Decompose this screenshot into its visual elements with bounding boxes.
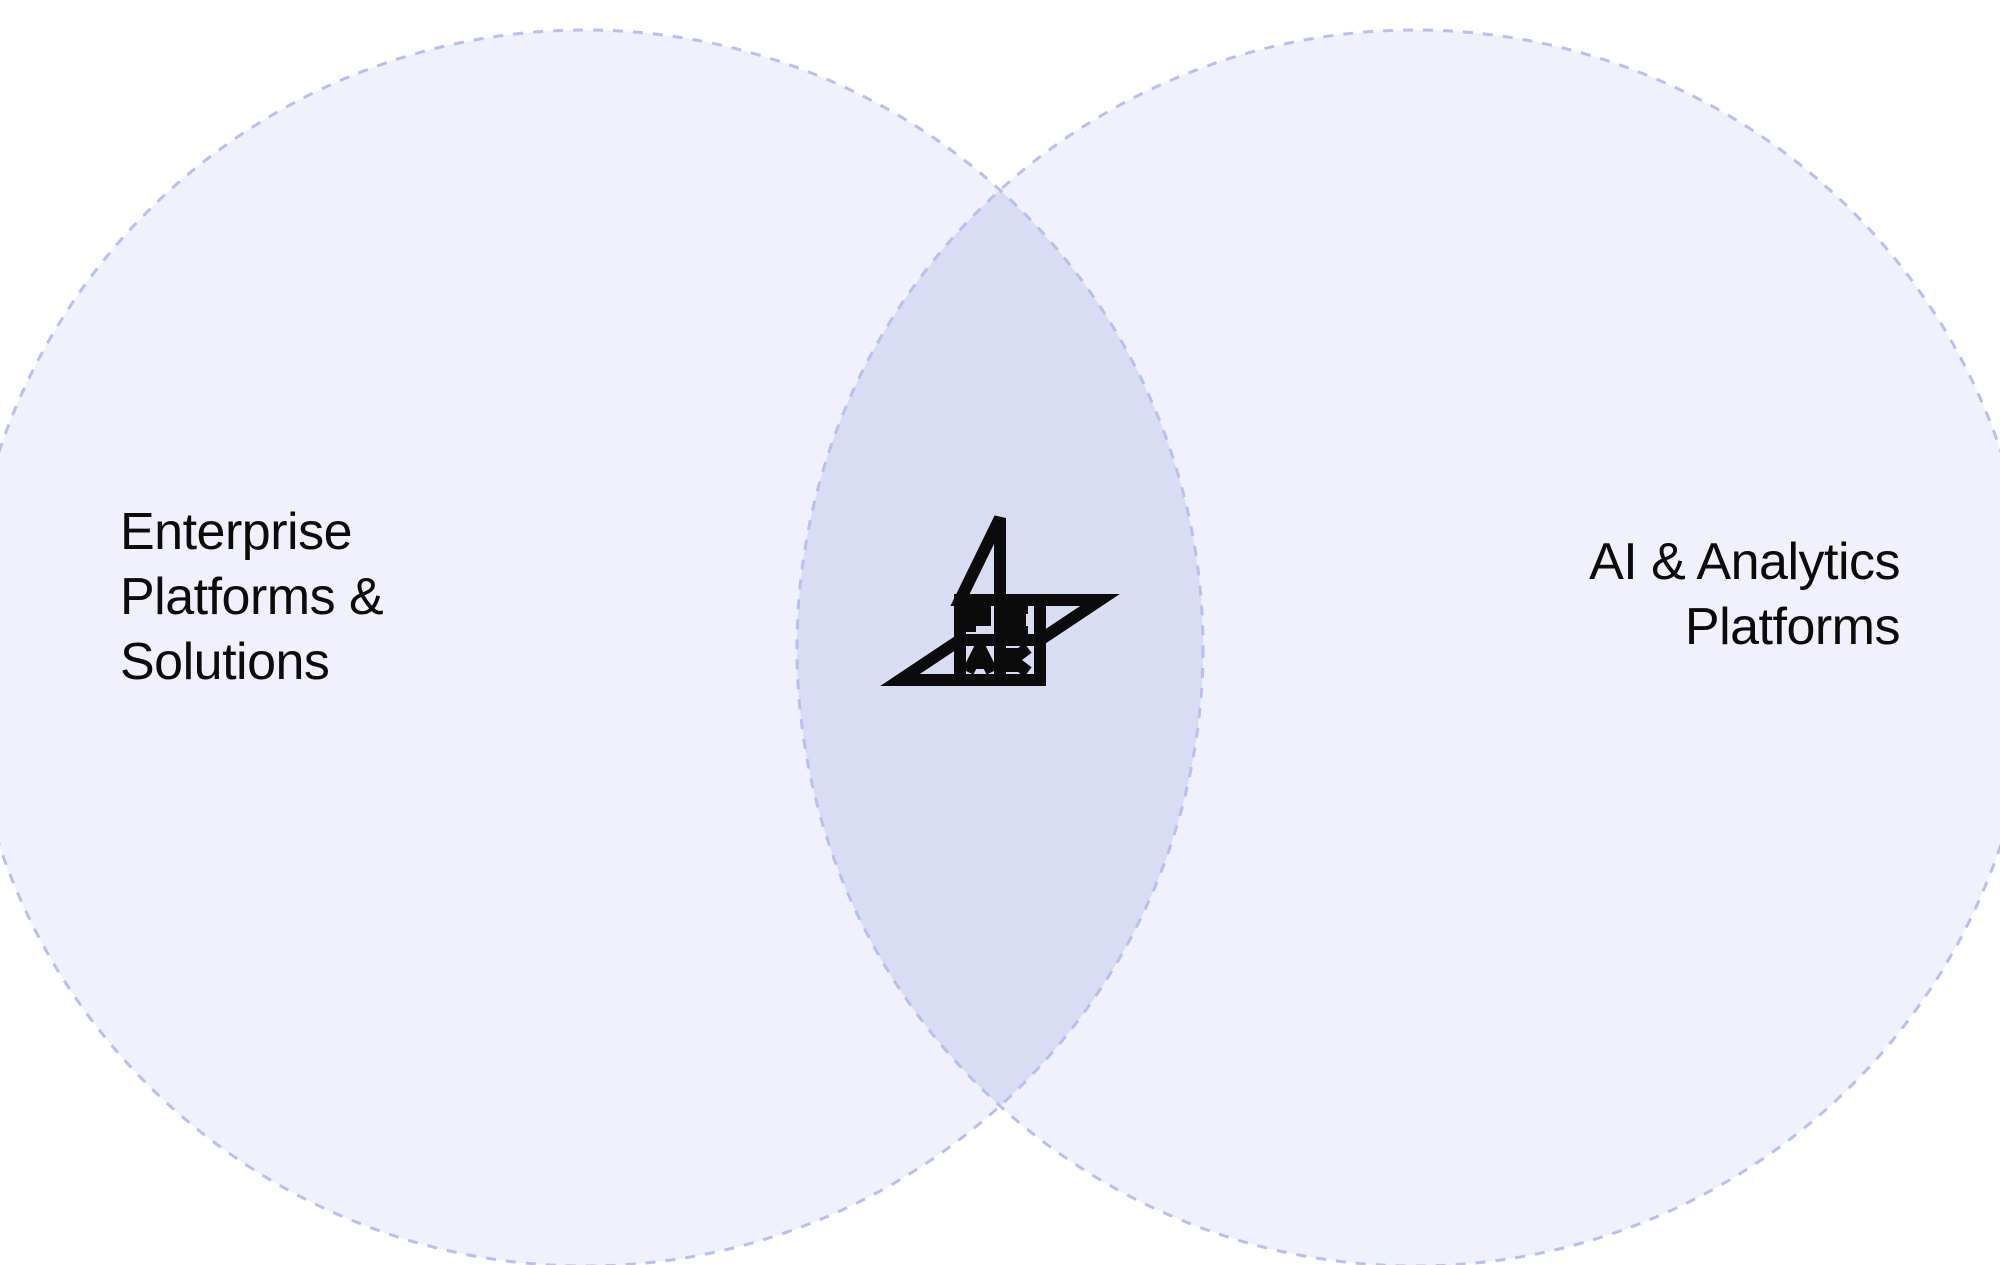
venn-diagram: Enterprise Platforms & Solutions AI & An… xyxy=(0,0,2000,1265)
left-label-line1: Enterprise xyxy=(120,503,352,561)
center-logo xyxy=(870,500,1130,760)
right-label-line2: Platforms xyxy=(1685,598,1900,656)
peak-logo-icon xyxy=(870,500,1130,760)
left-label-line2: Platforms & xyxy=(120,568,383,626)
right-label-line1: AI & Analytics xyxy=(1589,533,1900,591)
left-label-line3: Solutions xyxy=(120,633,329,691)
left-circle-label: Enterprise Platforms & Solutions xyxy=(120,500,540,695)
right-circle-label: AI & Analytics Platforms xyxy=(1480,530,1900,660)
